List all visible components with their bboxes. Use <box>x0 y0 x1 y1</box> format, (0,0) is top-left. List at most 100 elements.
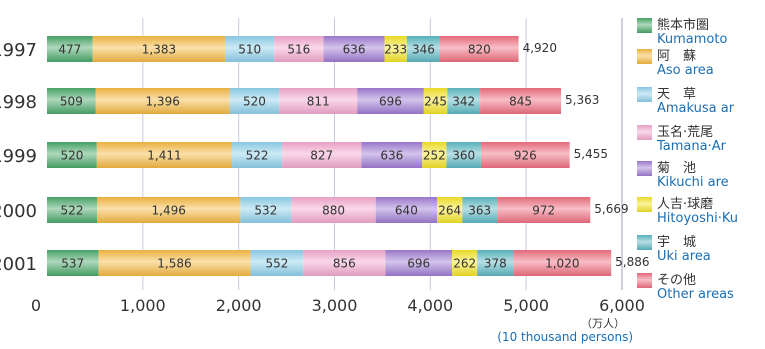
value-label-1997-series-3: 516 <box>287 43 310 57</box>
value-label-2000-series-0: 522 <box>61 204 84 218</box>
bar-1997-series-4 <box>323 36 385 62</box>
legend-label-en-2: Amakusa ar <box>657 101 735 116</box>
legend-swatch-1 <box>637 49 652 64</box>
bar-1998-series-3 <box>279 88 358 114</box>
value-label-1999-series-2: 522 <box>246 149 269 163</box>
legend-label-jp-2: 天 草 <box>657 87 696 102</box>
labels-layer: 1997 477 1,383 510 516 636 233 346 820 4,920 1998 5… <box>0 40 650 275</box>
value-label-2001-series-6: 378 <box>484 257 507 271</box>
bar-1999-series-7 <box>480 142 570 168</box>
legend-label-en-6: Uki area <box>657 249 711 264</box>
bar-2000-series-2 <box>240 197 292 223</box>
bar-2000-series-3 <box>291 197 376 223</box>
legend-swatch-6 <box>637 235 652 250</box>
value-label-1997-series-1: 1,383 <box>142 43 176 57</box>
bar-2001-series-7 <box>513 250 612 276</box>
bar-1997-series-1 <box>92 36 226 62</box>
x-axis: 0 1,000 2,000 3,000 4,000 5,000 6,000 （万人）(10 t… <box>31 296 645 344</box>
year-label-2000: 2000 <box>0 201 37 222</box>
bar-1997-series-6 <box>406 36 441 62</box>
bar-1997-series-2 <box>225 36 275 62</box>
bar-1999-series-2 <box>232 142 283 168</box>
bar-2000-series-1 <box>97 197 241 223</box>
legend-label-jp-5: 人吉·球磨 <box>657 197 713 212</box>
bar-1998-series-7 <box>480 88 562 114</box>
bar-1998-series-4 <box>357 88 424 114</box>
value-label-1998-series-7: 845 <box>509 95 532 109</box>
value-label-1998-series-6: 342 <box>452 95 475 109</box>
value-label-1999-series-3: 827 <box>310 149 333 163</box>
bar-2001-series-0 <box>47 250 99 276</box>
bar-2000-series-5 <box>437 197 463 223</box>
value-label-2001-series-4: 696 <box>407 257 430 271</box>
value-label-2001-series-5: 262 <box>453 257 476 271</box>
legend-swatch-3 <box>637 125 652 140</box>
value-label-1999-series-5: 252 <box>423 149 446 163</box>
year-label-2001: 2001 <box>0 254 37 275</box>
x-tick-label-0: 0 <box>31 296 41 315</box>
bar-1997-series-5 <box>384 36 407 62</box>
legend-label-en-7: Other areas <box>657 287 734 302</box>
bar-2000-series-7 <box>497 197 591 223</box>
bar-1998-series-2 <box>229 88 280 114</box>
legend-label-jp-7: その他 <box>657 273 696 288</box>
bar-2001-series-2 <box>250 250 304 276</box>
value-label-1997-series-7: 820 <box>468 43 491 57</box>
x-tick-label-3000: 3,000 <box>312 296 358 315</box>
bar-1999-series-1 <box>96 142 233 168</box>
value-label-1998-series-0: 509 <box>60 95 83 109</box>
x-tick-label-2000: 2,000 <box>216 296 262 315</box>
value-label-2000-series-1: 1,496 <box>152 204 186 218</box>
value-label-2000-series-3: 880 <box>322 204 345 218</box>
bar-1998-series-5 <box>423 88 448 114</box>
value-label-1998-series-3: 811 <box>307 95 330 109</box>
value-label-1997-series-5: 233 <box>384 43 407 57</box>
value-label-1997-series-0: 477 <box>58 43 81 57</box>
value-label-2001-series-0: 537 <box>61 257 84 271</box>
legend-swatch-0 <box>637 18 652 33</box>
bars-layer <box>47 36 612 276</box>
value-label-2001-series-1: 1,586 <box>157 257 191 271</box>
legend-label-en-5: Hitoyoshi·Ku <box>657 211 738 226</box>
unit-label-en: (10 thousand persons) <box>497 330 633 344</box>
bar-1997-series-0 <box>47 36 93 62</box>
total-label-1997: 4,920 <box>523 41 557 55</box>
bar-1999-series-3 <box>282 142 362 168</box>
legend-swatch-5 <box>637 197 652 212</box>
total-label-2001: 5,886 <box>615 255 649 269</box>
value-label-1999-series-1: 1,411 <box>147 149 181 163</box>
value-label-1998-series-1: 1,396 <box>145 95 179 109</box>
value-label-2001-series-7: 1,020 <box>545 257 579 271</box>
bar-2001-series-4 <box>385 250 453 276</box>
bar-1998-series-0 <box>47 88 96 114</box>
bar-1997-series-3 <box>274 36 324 62</box>
bar-1997-series-7 <box>440 36 519 62</box>
legend-label-jp-3: 玉名·荒尾 <box>657 124 713 140</box>
total-label-1999: 5,455 <box>574 147 608 161</box>
x-tick-label-5000: 5,000 <box>503 296 549 315</box>
value-label-1998-series-2: 520 <box>243 95 266 109</box>
legend-label-en-0: Kumamoto <box>657 32 727 47</box>
legend-label-jp-0: 熊本市圏 <box>657 17 709 33</box>
value-label-2000-series-4: 640 <box>395 204 418 218</box>
legend-swatch-7 <box>637 273 652 288</box>
value-label-2000-series-7: 972 <box>532 204 555 218</box>
year-label-1999: 1999 <box>0 146 37 167</box>
value-label-2000-series-6: 363 <box>468 204 491 218</box>
bar-1999-series-6 <box>446 142 481 168</box>
legend-label-jp-4: 菊 池 <box>657 161 696 176</box>
value-label-1998-series-5: 245 <box>424 95 447 109</box>
value-label-2001-series-2: 552 <box>265 257 288 271</box>
value-label-2000-series-2: 532 <box>254 204 277 218</box>
total-label-2000: 5,669 <box>594 202 628 216</box>
legend-label-en-1: Aso area <box>657 63 714 78</box>
bar-2001-series-5 <box>452 250 478 276</box>
legend-swatch-4 <box>637 161 652 176</box>
bar-1999-series-0 <box>47 142 97 168</box>
bar-2000-series-0 <box>47 197 98 223</box>
value-label-1999-series-7: 926 <box>514 149 537 163</box>
x-tick-label-6000: 6,000 <box>599 296 645 315</box>
value-label-1999-series-6: 360 <box>452 149 475 163</box>
